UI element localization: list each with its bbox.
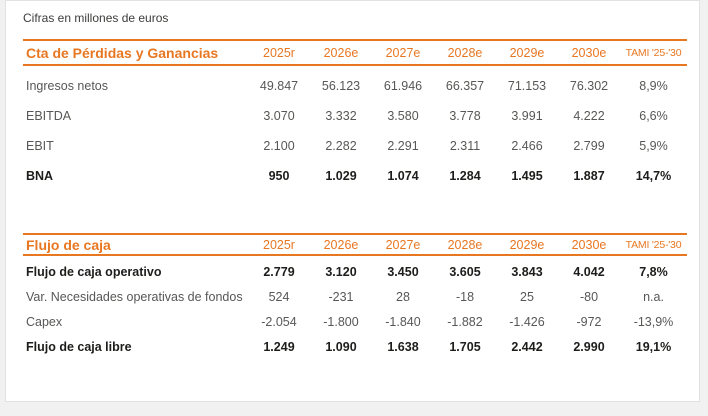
row-label: Ingresos netos <box>26 79 108 93</box>
cell-value: 1.705 <box>449 339 481 354</box>
cell-value: 61.946 <box>383 79 423 93</box>
column-header-2030e: 2030e <box>571 237 607 252</box>
cell-value: 1.029 <box>325 169 357 183</box>
cell-value: 4.222 <box>573 109 605 123</box>
cell-value: 2.311 <box>449 139 481 153</box>
table-row-ebit: EBIT 2.100 2.282 2.291 2.311 2.466 2.799… <box>23 131 687 161</box>
cashflow-table-title: Flujo de caja <box>26 236 111 253</box>
row-label: Flujo de caja libre <box>26 339 132 354</box>
pnl-table-body: Ingresos netos 49.847 56.123 61.946 66.3… <box>23 66 687 191</box>
cell-value: -231 <box>328 289 354 304</box>
row-label: EBITDA <box>26 109 72 123</box>
cell-value: 3.580 <box>387 109 419 123</box>
cell-value: 1.284 <box>449 169 481 183</box>
cell-value: 1.249 <box>263 339 295 354</box>
cell-value: -18 <box>455 289 475 304</box>
cell-value: 14,7% <box>635 169 672 183</box>
pnl-table: Cta de Pérdidas y Ganancias 2025r 2026e … <box>23 39 687 191</box>
cell-value: 8,9% <box>639 79 668 93</box>
cell-value: 2.799 <box>573 139 605 153</box>
column-header-tami: TAMI '25-'30 <box>625 238 682 251</box>
cell-value: -1.800 <box>323 314 359 329</box>
table-row-fc-operativo: Flujo de caja operativo 2.779 3.120 3.45… <box>23 259 687 284</box>
cell-value: 1.090 <box>325 339 357 354</box>
cell-value: 3.450 <box>387 264 419 279</box>
report-card: Cifras en millones de euros Cta de Pérdi… <box>5 0 700 402</box>
cell-value: 49.847 <box>259 79 299 93</box>
column-header-2030e: 2030e <box>571 45 607 60</box>
pnl-table-header: Cta de Pérdidas y Ganancias 2025r 2026e … <box>23 39 687 66</box>
cell-value: 76.302 <box>569 79 609 93</box>
cell-value: 2.442 <box>511 339 543 354</box>
cell-value: n.a. <box>643 289 664 304</box>
units-note: Cifras en millones de euros <box>23 11 169 25</box>
column-header-2027e: 2027e <box>385 237 421 252</box>
cell-value: 5,9% <box>639 139 668 153</box>
cell-value: 3.991 <box>511 109 543 123</box>
column-header-2028e: 2028e <box>447 45 483 60</box>
pnl-table-title: Cta de Pérdidas y Ganancias <box>26 44 219 61</box>
column-header-2027e: 2027e <box>385 45 421 60</box>
cell-value: 7,8% <box>639 264 668 279</box>
cashflow-table: Flujo de caja 2025r 2026e 2027e 2028e 20… <box>23 233 687 359</box>
cell-value: 25 <box>520 289 534 304</box>
cell-value: 6,6% <box>639 109 668 123</box>
row-label: BNA <box>26 169 54 183</box>
column-header-tami: TAMI '25-'30 <box>625 46 682 59</box>
cell-value: 4.042 <box>573 264 605 279</box>
cell-value: 3.070 <box>263 109 295 123</box>
table-row-var-nof: Var. Necesidades operativas de fondos 52… <box>23 284 687 309</box>
cell-value: -2.054 <box>261 314 297 329</box>
cell-value: 2.779 <box>263 264 295 279</box>
cell-value: 2.282 <box>325 139 357 153</box>
table-row-fc-libre: Flujo de caja libre 1.249 1.090 1.638 1.… <box>23 334 687 359</box>
cell-value: 2.990 <box>573 339 605 354</box>
cell-value: 1.074 <box>387 169 419 183</box>
row-label: EBIT <box>26 139 54 153</box>
table-row-ebitda: EBITDA 3.070 3.332 3.580 3.778 3.991 4.2… <box>23 101 687 131</box>
cell-value: 950 <box>268 169 290 183</box>
cell-value: -972 <box>576 314 602 329</box>
cell-value: -1.882 <box>447 314 483 329</box>
cashflow-table-body: Flujo de caja operativo 2.779 3.120 3.45… <box>23 256 687 359</box>
column-header-2025r: 2025r <box>263 45 295 60</box>
cell-value: -80 <box>579 289 599 304</box>
cell-value: -13,9% <box>633 314 674 329</box>
cell-value: 3.778 <box>449 109 481 123</box>
table-row-bna: BNA 950 1.029 1.074 1.284 1.495 1.887 14… <box>23 161 687 191</box>
column-header-2026e: 2026e <box>323 237 359 252</box>
cell-value: 66.357 <box>445 79 485 93</box>
column-header-2028e: 2028e <box>447 237 483 252</box>
column-header-2029e: 2029e <box>509 237 545 252</box>
row-label: Var. Necesidades operativas de fondos <box>26 289 243 304</box>
cell-value: 28 <box>396 289 410 304</box>
cell-value: 524 <box>268 289 290 304</box>
column-header-2025r: 2025r <box>263 237 295 252</box>
cell-value: 19,1% <box>635 339 672 354</box>
column-header-2026e: 2026e <box>323 45 359 60</box>
cell-value: 3.843 <box>511 264 543 279</box>
table-row-capex: Capex -2.054 -1.800 -1.840 -1.882 -1.426… <box>23 309 687 334</box>
cell-value: 3.332 <box>325 109 357 123</box>
cell-value: 1.638 <box>387 339 419 354</box>
cell-value: 2.466 <box>511 139 543 153</box>
cell-value: 3.120 <box>325 264 357 279</box>
cell-value: -1.840 <box>385 314 421 329</box>
column-header-2029e: 2029e <box>509 45 545 60</box>
table-row-ingresos-netos: Ingresos netos 49.847 56.123 61.946 66.3… <box>23 71 687 101</box>
cell-value: 2.291 <box>387 139 419 153</box>
row-label: Flujo de caja operativo <box>26 264 162 279</box>
cell-value: 2.100 <box>263 139 295 153</box>
cashflow-table-header: Flujo de caja 2025r 2026e 2027e 2028e 20… <box>23 233 687 256</box>
cell-value: 1.887 <box>573 169 605 183</box>
cell-value: 71.153 <box>507 79 547 93</box>
cell-value: 56.123 <box>321 79 361 93</box>
cell-value: 3.605 <box>449 264 481 279</box>
cell-value: 1.495 <box>511 169 543 183</box>
cell-value: -1.426 <box>509 314 545 329</box>
row-label: Capex <box>26 314 63 329</box>
